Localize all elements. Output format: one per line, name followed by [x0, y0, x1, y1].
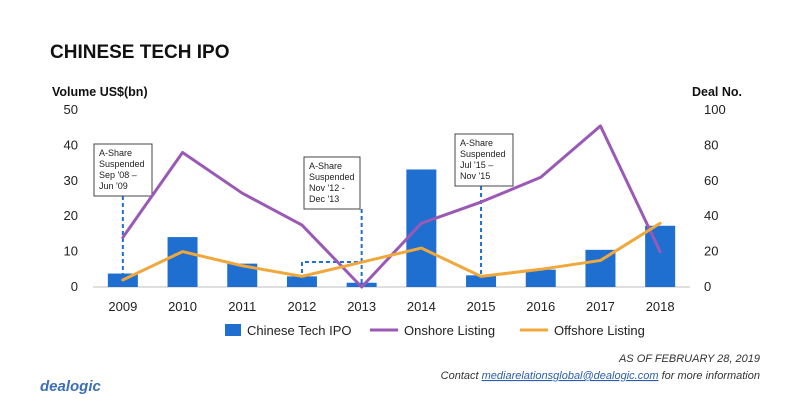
annotation-text: Jun '09: [99, 181, 128, 191]
bar: [525, 269, 556, 287]
annotation-text: Suspended: [99, 159, 145, 169]
bar: [585, 249, 616, 287]
bar: [167, 237, 198, 287]
annotation-text: A-Share: [309, 161, 342, 171]
legend-label: Offshore Listing: [554, 323, 645, 338]
left-tick-label: 50: [64, 102, 78, 117]
line-series: [121, 124, 662, 289]
left-tick-label: 20: [64, 208, 78, 223]
y-axis-title-right: Deal No.: [692, 85, 742, 99]
contact-line: Contact mediarelationsglobal@dealogic.co…: [441, 370, 760, 382]
contact-suffix: for more information: [662, 370, 760, 382]
bar: [466, 275, 497, 287]
bar: [227, 263, 258, 287]
x-tick-label: 2012: [287, 299, 316, 314]
legend-item: Chinese Tech IPO: [225, 323, 352, 338]
annotation-text: A-Share: [99, 148, 132, 158]
x-tick-label: 2009: [108, 299, 137, 314]
right-tick-label: 80: [704, 137, 718, 152]
chart-title: CHINESE TECH IPO: [50, 42, 229, 63]
bar: [286, 276, 317, 287]
series-line: [121, 221, 662, 282]
x-tick-label: 2011: [228, 299, 256, 314]
annotation-bracket: [300, 261, 362, 287]
annotation-text: A-Share: [460, 138, 493, 148]
right-tick-label: 100: [704, 102, 726, 117]
left-tick-label: 40: [64, 137, 78, 152]
legend-label: Chinese Tech IPO: [247, 323, 352, 338]
x-tick-label: 2017: [586, 299, 615, 314]
annotation-text: Nov '12 -: [309, 183, 345, 193]
right-tick-label: 20: [704, 244, 718, 259]
annotation-text: Dec '13: [309, 194, 339, 204]
x-tick-label: 2015: [467, 299, 496, 314]
bar: [645, 225, 676, 287]
left-axis-ticks: 0 10 20 30 40 50: [64, 102, 78, 294]
x-axis-ticks: 2009 2010 2011 2012 2013 2014 2015 2016 2017 2018: [108, 299, 674, 314]
legend-item: Offshore Listing: [520, 323, 645, 338]
as-of-date: AS OF FEBRUARY 28, 2019: [618, 353, 760, 365]
right-axis-ticks: 0 20 40 60 80 100: [704, 102, 726, 294]
annotation-text: Jul '15 –: [460, 160, 493, 170]
left-tick-label: 30: [64, 173, 78, 188]
y-axis-title-left: Volume US$(bn): [52, 85, 148, 99]
annotation-box: [93, 143, 153, 197]
right-tick-label: 60: [704, 173, 718, 188]
right-tick-label: 40: [704, 208, 718, 223]
left-tick-label: 0: [71, 279, 78, 294]
bar-series: [107, 169, 676, 287]
annotation-text: Sep '08 –: [99, 170, 137, 180]
annotation-text: Suspended: [309, 172, 355, 182]
annotation-text: Nov '15: [460, 171, 490, 181]
annotation-text: Suspended: [460, 149, 506, 159]
annotation-box: [303, 156, 361, 210]
left-tick-label: 10: [64, 244, 78, 259]
contact-prefix: Contact: [441, 370, 482, 382]
legend-swatch: [225, 324, 241, 336]
x-tick-label: 2013: [347, 299, 376, 314]
x-tick-label: 2014: [407, 299, 436, 314]
bar: [406, 169, 437, 287]
dealogic-logo: dealogic: [40, 378, 102, 395]
annotation-box: [454, 133, 514, 187]
right-tick-label: 0: [704, 279, 711, 294]
legend-label: Onshore Listing: [404, 323, 495, 338]
x-tick-label: 2018: [646, 299, 675, 314]
contact-email-link[interactable]: mediarelationsglobal@dealogic.com: [482, 370, 659, 382]
legend-item: Onshore Listing: [370, 323, 495, 338]
legend: Chinese Tech IPO Onshore Listing Offshore …: [225, 323, 645, 338]
x-tick-label: 2010: [168, 299, 197, 314]
x-tick-label: 2016: [526, 299, 555, 314]
